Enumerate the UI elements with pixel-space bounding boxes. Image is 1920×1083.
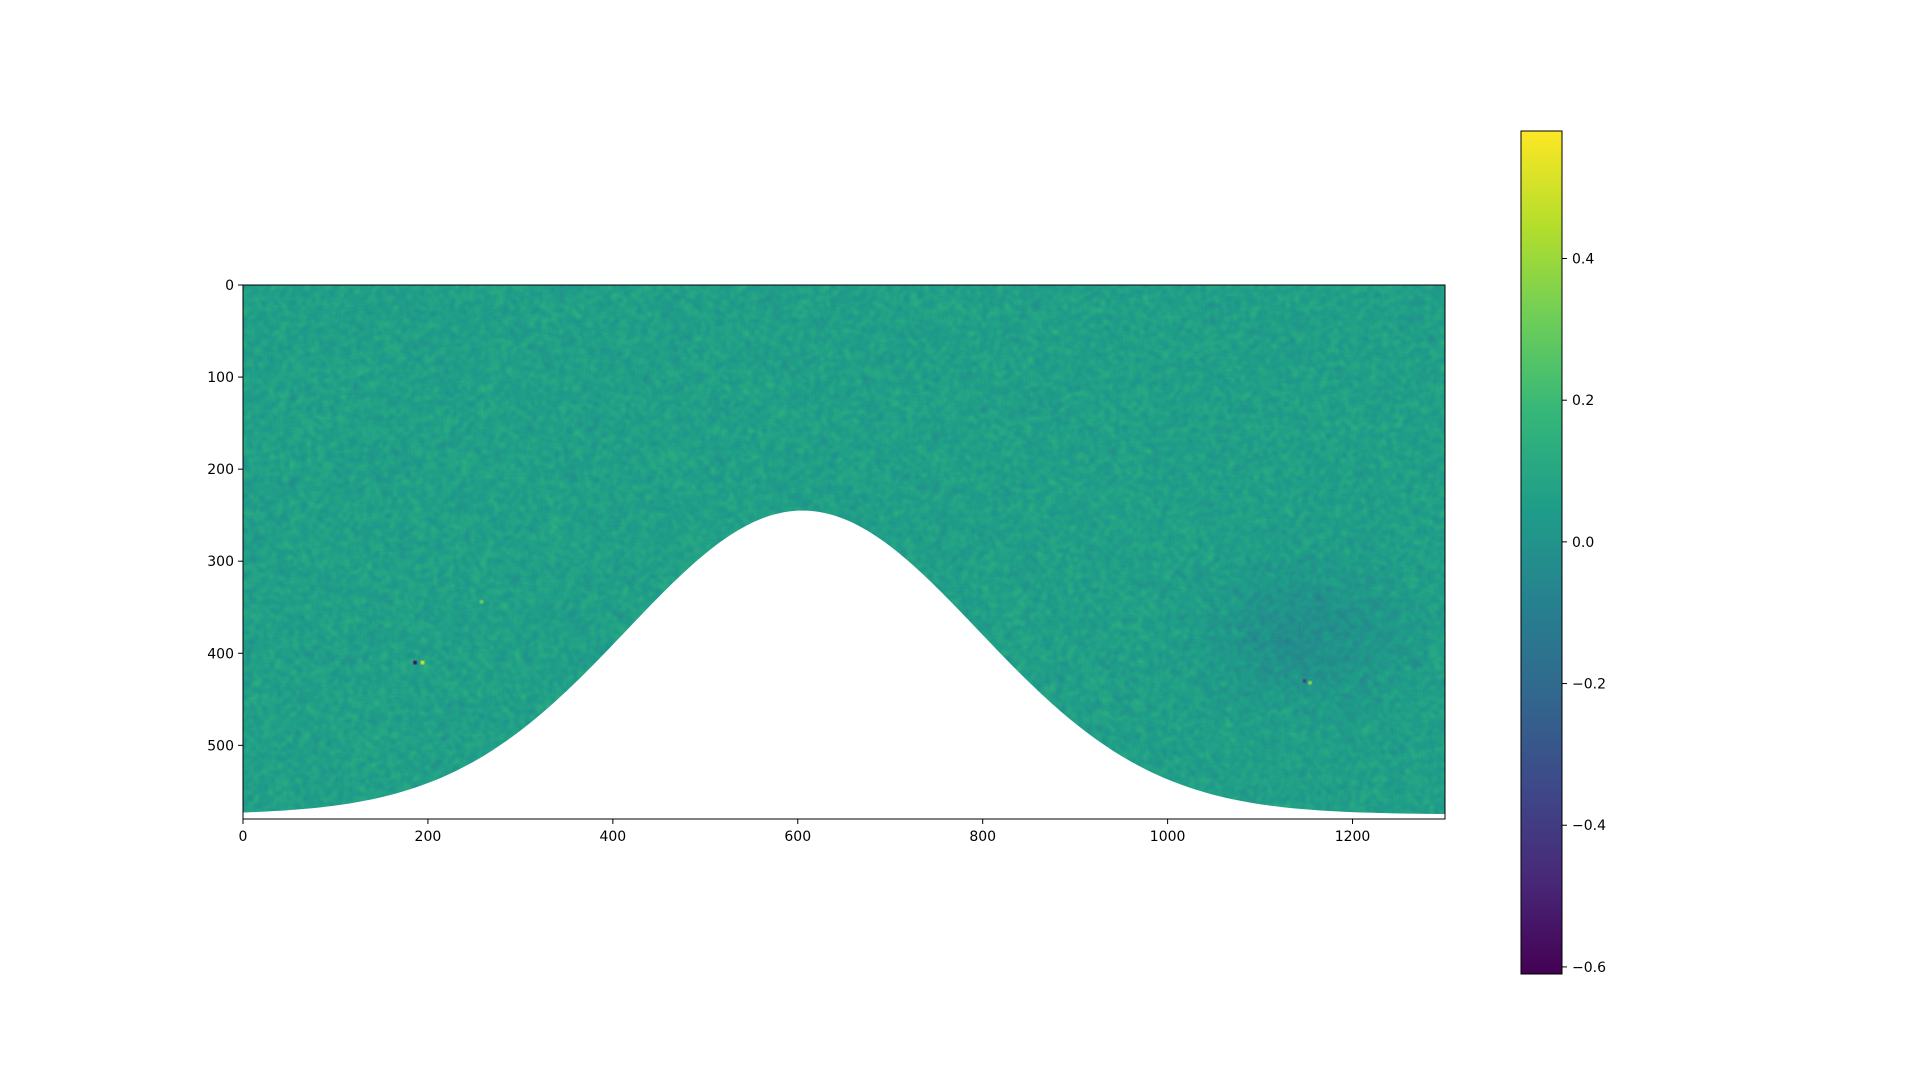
colorbar-frame	[1520, 130, 1563, 975]
colorbar-tick-label: 0.2	[1572, 393, 1594, 409]
x-tick-label: 600	[784, 829, 811, 845]
colorbar-tick-label: 0.0	[1572, 535, 1594, 551]
colorbar-fill	[1521, 131, 1562, 974]
x-tick-label: 200	[415, 829, 442, 845]
x-tick-label: 400	[599, 829, 626, 845]
y-tick-label: 0	[225, 278, 234, 294]
y-tick-label: 100	[207, 370, 234, 386]
colorbar-tick-label: −0.6	[1572, 960, 1606, 976]
x-tick-label: 800	[969, 829, 996, 845]
y-tick-label: 500	[207, 738, 234, 754]
masked-region	[243, 510, 1445, 819]
y-axis: 0 100 200 300 400 500	[207, 278, 243, 754]
y-tick-label: 200	[207, 462, 234, 478]
x-axis: 0 200 400 600 800 1000 1200	[239, 819, 1371, 845]
y-tick-label: 300	[207, 554, 234, 570]
plot-frame	[242, 284, 1446, 820]
colorbar-tick-label: 0.4	[1572, 252, 1594, 268]
colorbar-tick-label: −0.4	[1572, 818, 1606, 834]
x-tick-label: 0	[239, 829, 248, 845]
x-tick-label: 1200	[1335, 829, 1371, 845]
colorbar-ticks: −0.6 −0.4 −0.2 0.0 0.2 0.4	[1562, 252, 1606, 976]
colorbar: −0.6 −0.4 −0.2 0.0 0.2 0.4	[1520, 130, 1606, 976]
colorbar-tick-label: −0.2	[1572, 677, 1606, 693]
x-tick-label: 1000	[1150, 829, 1186, 845]
y-tick-label: 400	[207, 646, 234, 662]
heatmap-image	[243, 285, 1445, 819]
